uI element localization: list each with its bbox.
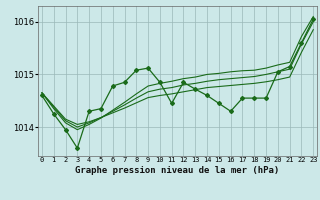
X-axis label: Graphe pression niveau de la mer (hPa): Graphe pression niveau de la mer (hPa) [76,166,280,175]
